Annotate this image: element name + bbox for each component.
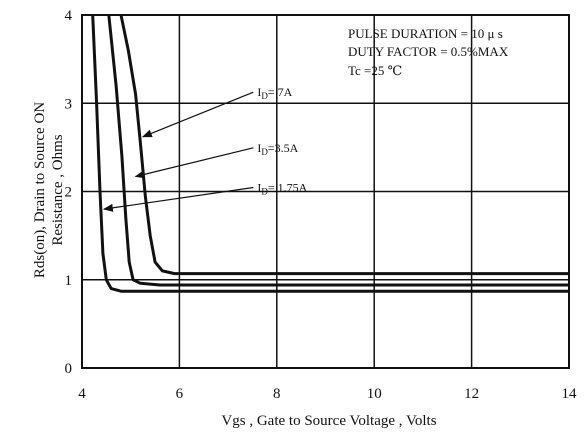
plot-frame (81, 14, 570, 369)
x-tick-label: 10 (367, 386, 382, 402)
x-tick-label: 6 (176, 386, 184, 402)
series-line-1 (119, 14, 569, 276)
series-label-2: ID=3.5A (257, 141, 298, 157)
label-arrows (102, 91, 254, 212)
series-line-3 (91, 14, 569, 293)
y-tick-label: 4 (65, 8, 73, 24)
series-labels: ID= 7A ID=3.5A ID= 1.75A (257, 85, 307, 196)
test-conditions: PULSE DURATION = 10 μ s DUTY FACTOR = 0.… (348, 26, 509, 78)
series-arrow-2 (134, 147, 254, 179)
condition-duty-factor: DUTY FACTOR = 0.5%MAX (348, 44, 509, 59)
series-label-3: ID= 1.75A (257, 181, 307, 197)
x-axis-label: Vgs , Gate to Source Voltage , Volts (221, 413, 436, 429)
condition-pulse-duration: PULSE DURATION = 10 μ s (348, 26, 503, 41)
y-axis-label-line-1: Rds(on), Drain to Source ON (32, 102, 48, 278)
y-tick-label: 2 (65, 185, 73, 201)
condition-case-temperature: Tc =25 ℃ (348, 63, 402, 78)
curves (91, 14, 569, 293)
y-axis-label-line-2: Resistance , Ohms (50, 134, 66, 245)
x-tick-label: 14 (562, 386, 578, 402)
grid-lines (82, 15, 569, 368)
x-tick-label: 8 (273, 386, 281, 402)
x-tick-label: 4 (78, 386, 86, 402)
series-arrow-3 (102, 186, 254, 212)
y-tick-label: 1 (65, 273, 73, 289)
series-label-1: ID= 7A (257, 85, 292, 101)
x-tick-labels: 4 6 8 10 12 14 (78, 386, 577, 402)
y-axis-label: Rds(on), Drain to Source ON Resistance ,… (32, 102, 66, 278)
x-tick-label: 12 (464, 386, 479, 402)
series-arrow-1 (141, 91, 254, 138)
series-line-2 (107, 14, 569, 287)
y-tick-label: 0 (65, 361, 73, 377)
y-tick-labels: 0 1 2 3 4 (65, 8, 73, 377)
y-tick-label: 3 (65, 96, 73, 112)
